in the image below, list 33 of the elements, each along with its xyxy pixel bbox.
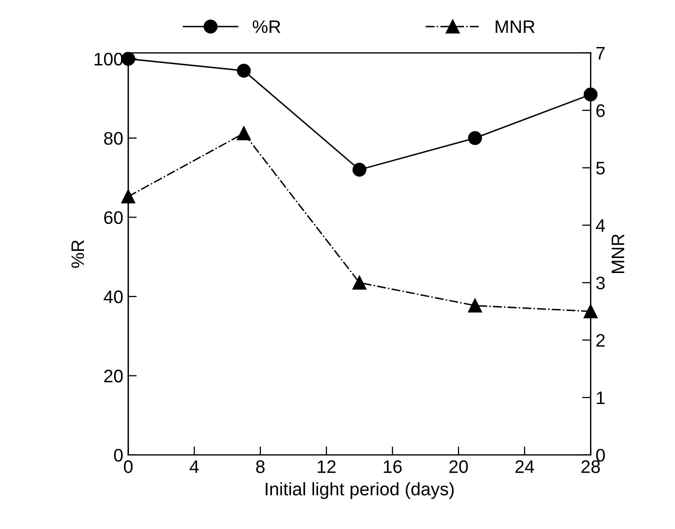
y2-axis-title: MNR <box>612 234 624 273</box>
point <box>352 162 366 177</box>
y-tick-label: 40 <box>104 290 123 304</box>
point <box>236 64 251 78</box>
y2-tick-label: 2 <box>596 334 605 347</box>
y-tick-label: 80 <box>104 132 123 145</box>
x-tick-label: 16 <box>384 460 402 474</box>
x-tick-label: 12 <box>318 460 336 473</box>
y2-tick-label: 5 <box>596 162 605 174</box>
y2-tick-label: 4 <box>596 219 605 232</box>
point <box>236 126 251 140</box>
y2-tick-label: 7 <box>596 47 605 60</box>
x-tick-label: 28 <box>581 460 600 474</box>
point <box>584 88 598 102</box>
point <box>468 298 482 313</box>
y2-tick-label: 6 <box>596 104 605 118</box>
y2-tick-label: 3 <box>596 276 605 290</box>
point <box>352 276 366 290</box>
y-axis-title: %R <box>71 240 84 268</box>
y-tick-label: 60 <box>104 211 123 224</box>
y2-tick-label: 0 <box>596 448 605 462</box>
x-axis-title: Initial light period (days) <box>266 482 454 500</box>
y-tick-label: 20 <box>104 370 123 382</box>
y2-tick-label: 1 <box>596 392 605 404</box>
x-tick-label: 4 <box>190 460 199 473</box>
legend-label: MNR <box>496 20 535 33</box>
y-tick-label: 0 <box>114 448 123 462</box>
point <box>468 131 482 146</box>
x-tick-label: 20 <box>449 460 468 474</box>
x-tick-label: 24 <box>515 460 534 473</box>
legend-label: %R <box>252 20 280 34</box>
x-tick-label: 8 <box>256 460 265 474</box>
x-tick-label: 0 <box>124 460 133 474</box>
